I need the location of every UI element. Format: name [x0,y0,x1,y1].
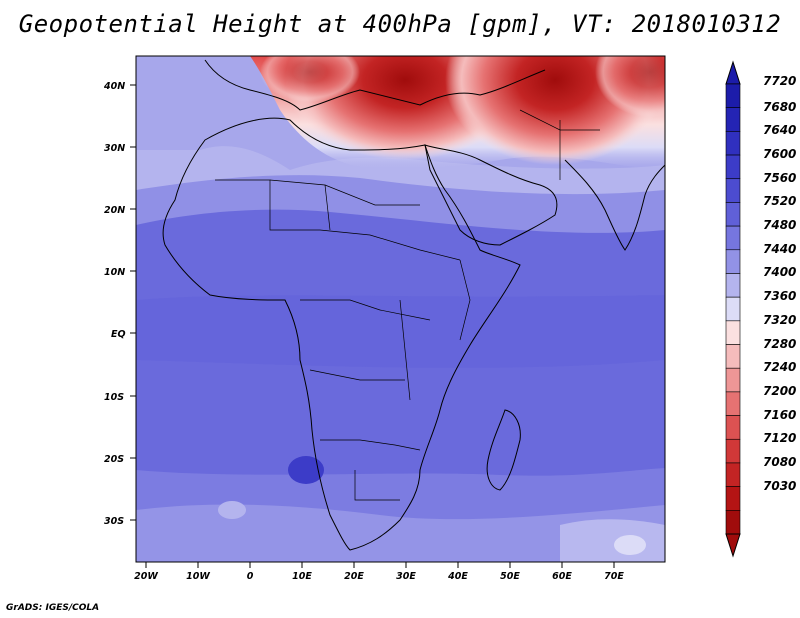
colorbar-swatch [725,249,741,274]
colorbar-level-label: 7520 [763,194,797,209]
colorbar-level-label: 7360 [763,289,797,304]
colorbar-level-label: 7440 [763,241,797,256]
lon-label: 70E [604,571,624,582]
country-borders [215,109,600,501]
lat-label: 40N [103,81,125,92]
colorbar-swatch [725,367,741,393]
lon-label: 10W [186,571,210,582]
lon-label: 40E [447,571,468,582]
colorbar-level-label: 7030 [763,478,797,493]
colorbar-level-label: 7600 [763,147,797,162]
colorbar-top-arrow [725,60,741,85]
colorbar-swatch [725,438,741,464]
colorbar-level-label: 7720 [763,74,797,88]
colorbar-swatch [725,131,741,156]
colorbar-level-label: 7480 [763,218,797,233]
lat-label: 20N [104,205,125,216]
colorbar-level-label: 7200 [763,383,797,398]
lon-label: 20W [134,571,158,582]
colorbar-level-label: 7560 [763,170,797,185]
lat-label: 30S [104,516,124,527]
longitude-axis: 20W 10W 0 10E 20E 30E 40E 50E 60E 70E [134,562,624,582]
colorbar-swatch [725,273,741,298]
colorbar-swatch [725,83,741,108]
colorbar-swatch [725,510,741,535]
lat-label: EQ [111,329,126,340]
colorbar-level-label: 7280 [763,336,797,351]
map-title: Geopotential Height at 400hPa [gpm], VT:… [18,10,782,38]
colorbar-swatch [725,178,741,203]
lon-label: 60E [552,571,572,582]
colorbar-level-label: 7640 [763,123,797,138]
lat-label: 20S [104,454,124,465]
colorbar-swatch [725,154,741,180]
lon-label: 20E [344,571,364,582]
lon-label: 50E [500,571,520,582]
lat-label: 10S [104,392,124,403]
colorbar-level-label: 7240 [763,360,797,375]
height-field [136,56,665,562]
colorbar-bottom-arrow [725,533,741,558]
colorbar-swatch [725,202,741,227]
lon-label: 0 [247,571,254,582]
colorbar-swatch [725,296,741,322]
colorbar-level-label: 7320 [763,312,797,327]
colorbar-level-label: 7400 [763,265,797,280]
colorbar-swatch [725,320,741,345]
lon-label: 30E [396,571,416,582]
colorbar-level-label: 7080 [763,454,797,469]
colorbar-swatch [725,391,741,416]
colorbar-swatch [725,107,741,132]
colorbar-swatch [725,486,741,511]
credit-text: GrADS: IGES/COLA [6,603,100,613]
colorbar-swatch [725,415,741,440]
colorbar-swatch [725,225,741,251]
latitude-axis: 40N 30N 20N 10N EQ 10S 20S 30S [103,81,136,527]
lat-label: 10N [104,267,125,278]
plot-frame [135,55,666,563]
lon-label: 10E [292,571,312,582]
coastlines [162,59,665,551]
colorbar-level-label: 7120 [763,431,797,446]
colorbar-swatch [725,344,741,369]
colorbar-swatch [725,462,741,487]
colorbar [725,60,741,558]
lat-label: 30N [104,143,125,154]
colorbar-level-label: 7680 [763,99,797,114]
colorbar-level-label: 7160 [763,407,797,422]
